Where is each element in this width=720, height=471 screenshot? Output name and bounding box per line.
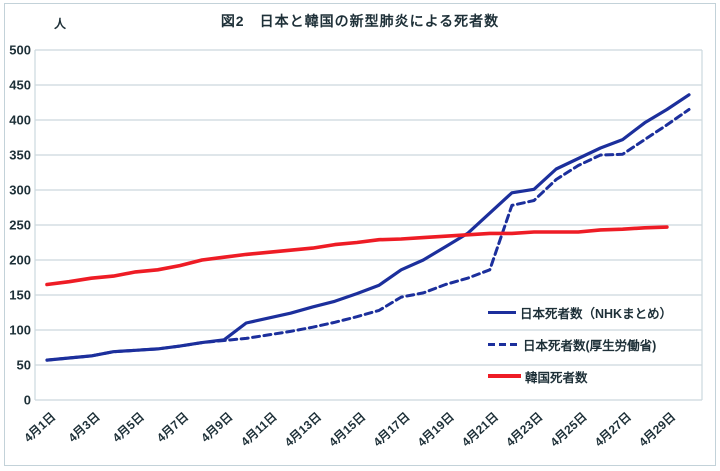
x-tick-label-2: 4月3日 <box>65 410 102 445</box>
x-tick-label-5: 4月9日 <box>198 410 235 445</box>
dashed-blue-line-icon <box>488 342 519 346</box>
y-tick-label-0: 0 <box>24 393 31 408</box>
x-tick-label-12: 4月23日 <box>503 410 545 450</box>
y-tick-label-250: 250 <box>9 218 31 233</box>
x-tick-label-1: 4月1日 <box>21 410 58 445</box>
solid-red-line-icon <box>488 374 521 378</box>
y-tick-label-100: 100 <box>9 323 31 338</box>
legend-label-japan-nhk: 日本死者数（NHKまとめ） <box>520 306 673 321</box>
series-line-2 <box>45 225 669 287</box>
legend-item-japan-mhlw: 日本死者数(厚生労働省) <box>488 328 672 360</box>
series-line-1 <box>45 108 691 362</box>
x-tick-label-13: 4月25日 <box>548 410 590 450</box>
x-tick-label-7: 4月13日 <box>282 410 324 450</box>
x-tick-label-8: 4月15日 <box>326 410 368 450</box>
x-tick-label-6: 4月11日 <box>238 410 280 449</box>
chart-title: 図2 日本と韓国の新型肺炎による死者数 <box>220 13 500 29</box>
x-tick-label-15: 4月29日 <box>636 410 678 450</box>
legend-label-korea: 韓国死者数 <box>525 370 588 385</box>
legend-label-japan-mhlw: 日本死者数(厚生労働省) <box>523 338 657 353</box>
y-tick-label-350: 350 <box>9 148 31 163</box>
y-tick-label-50: 50 <box>17 358 31 373</box>
x-tick-label-11: 4月21日 <box>459 410 501 450</box>
y-tick-label-450: 450 <box>9 78 31 93</box>
legend-item-japan-nhk: 日本死者数（NHKまとめ） <box>488 296 672 328</box>
legend: 日本死者数（NHKまとめ） 日本死者数(厚生労働省) 韓国死者数 <box>488 296 672 392</box>
x-tick-label-3: 4月5日 <box>110 410 147 445</box>
x-tick-label-4: 4月7日 <box>154 410 191 445</box>
x-tick-label-9: 4月17日 <box>370 410 412 450</box>
y-tick-label-200: 200 <box>9 253 31 268</box>
y-tick-label-500: 500 <box>9 43 31 58</box>
x-tick-label-14: 4月27日 <box>592 410 634 450</box>
legend-item-korea: 韓国死者数 <box>488 360 672 392</box>
y-tick-label-300: 300 <box>9 183 31 198</box>
solid-blue-line-icon <box>488 310 516 314</box>
y-axis-unit-label: 人 <box>54 17 67 31</box>
chart-frame <box>4 3 716 466</box>
x-tick-label-10: 4月19日 <box>415 410 457 450</box>
y-tick-label-400: 400 <box>9 113 31 128</box>
y-tick-label-150: 150 <box>9 288 31 303</box>
